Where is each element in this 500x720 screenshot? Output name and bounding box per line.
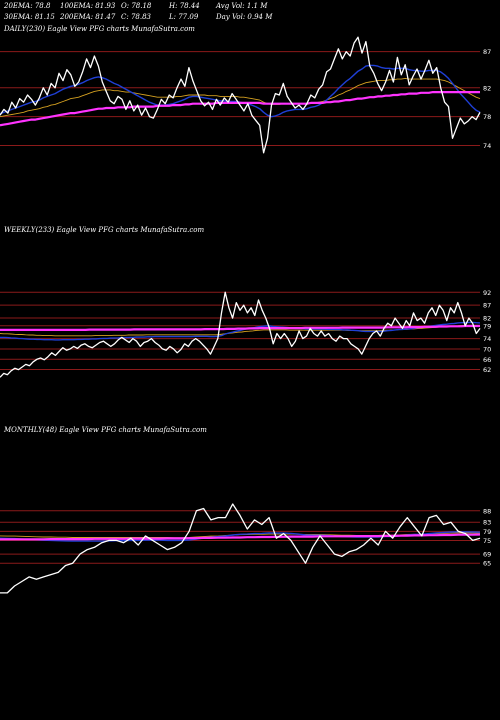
daily-price-line bbox=[0, 36, 481, 154]
indicator-header-row-2: 30EMA: 81.15 200EMA: 81.47 C: 78.83 L: 7… bbox=[4, 13, 494, 23]
monthly-tick-label-0: 88 bbox=[483, 507, 491, 515]
daily-tick-label-1: 82 bbox=[483, 84, 491, 92]
daily-ema-mid-line bbox=[0, 77, 481, 118]
daily-panel-label: DAILY(230) Eagle View PFG charts MunafaS… bbox=[4, 25, 195, 33]
indicator-header-row-1: 20EMA: 78.8 100EMA: 81.93 O: 78.18 H: 78… bbox=[4, 2, 494, 12]
weekly-tick-label-1: 87 bbox=[483, 302, 491, 310]
daily-tick-label-0: 87 bbox=[483, 48, 491, 56]
close-readout: C: 78.83 bbox=[121, 13, 151, 21]
weekly-tick-label-3: 79 bbox=[483, 322, 491, 330]
daily-ema-fast-line bbox=[0, 64, 481, 118]
weekly-tick-label-6: 66 bbox=[483, 356, 491, 364]
weekly-tick-label-5: 70 bbox=[483, 345, 491, 353]
avg-vol-readout: Avg Vol: 1.1 M bbox=[216, 2, 268, 10]
monthly-tick-label-3: 75 bbox=[483, 537, 491, 545]
day-vol-readout: Day Vol: 0.94 M bbox=[216, 13, 273, 21]
weekly-price-line bbox=[0, 291, 481, 378]
weekly-tick-label-0: 92 bbox=[483, 289, 491, 297]
ema30-readout: 30EMA: 81.15 bbox=[4, 13, 55, 21]
weekly-tick-label-7: 62 bbox=[483, 366, 491, 374]
ema200-readout: 200EMA: 81.47 bbox=[60, 13, 116, 21]
weekly-ema-fast-line bbox=[0, 321, 481, 341]
weekly-ema-200-line bbox=[0, 324, 480, 331]
monthly-panel-label: MONTHLY(48) Eagle View PFG charts Munafa… bbox=[4, 426, 207, 434]
daily-chart: 87 82 78 74 bbox=[0, 36, 491, 154]
weekly-panel-label: WEEKLY(233) Eagle View PFG charts Munafa… bbox=[4, 226, 205, 234]
weekly-tick-label-4: 74 bbox=[483, 335, 491, 343]
monthly-tick-label-1: 83 bbox=[483, 519, 491, 527]
monthly-tick-label-4: 69 bbox=[483, 551, 491, 559]
monthly-tick-label-5: 65 bbox=[483, 560, 491, 568]
low-readout: L: 77.09 bbox=[169, 13, 199, 21]
ema100-readout: 100EMA: 81.93 bbox=[60, 2, 116, 10]
high-readout: H: 78.44 bbox=[169, 2, 200, 10]
monthly-ema-200-line bbox=[0, 533, 481, 541]
open-readout: O: 78.18 bbox=[121, 2, 152, 10]
monthly-tick-label-2: 79 bbox=[483, 528, 491, 536]
daily-ema-200-line bbox=[0, 90, 480, 127]
weekly-tick-label-2: 82 bbox=[483, 315, 491, 323]
daily-tick-label-3: 74 bbox=[483, 142, 491, 150]
monthly-price-line bbox=[0, 503, 481, 594]
daily-tick-label-2: 78 bbox=[483, 113, 491, 121]
ema20-readout: 20EMA: 78.8 bbox=[4, 2, 51, 10]
